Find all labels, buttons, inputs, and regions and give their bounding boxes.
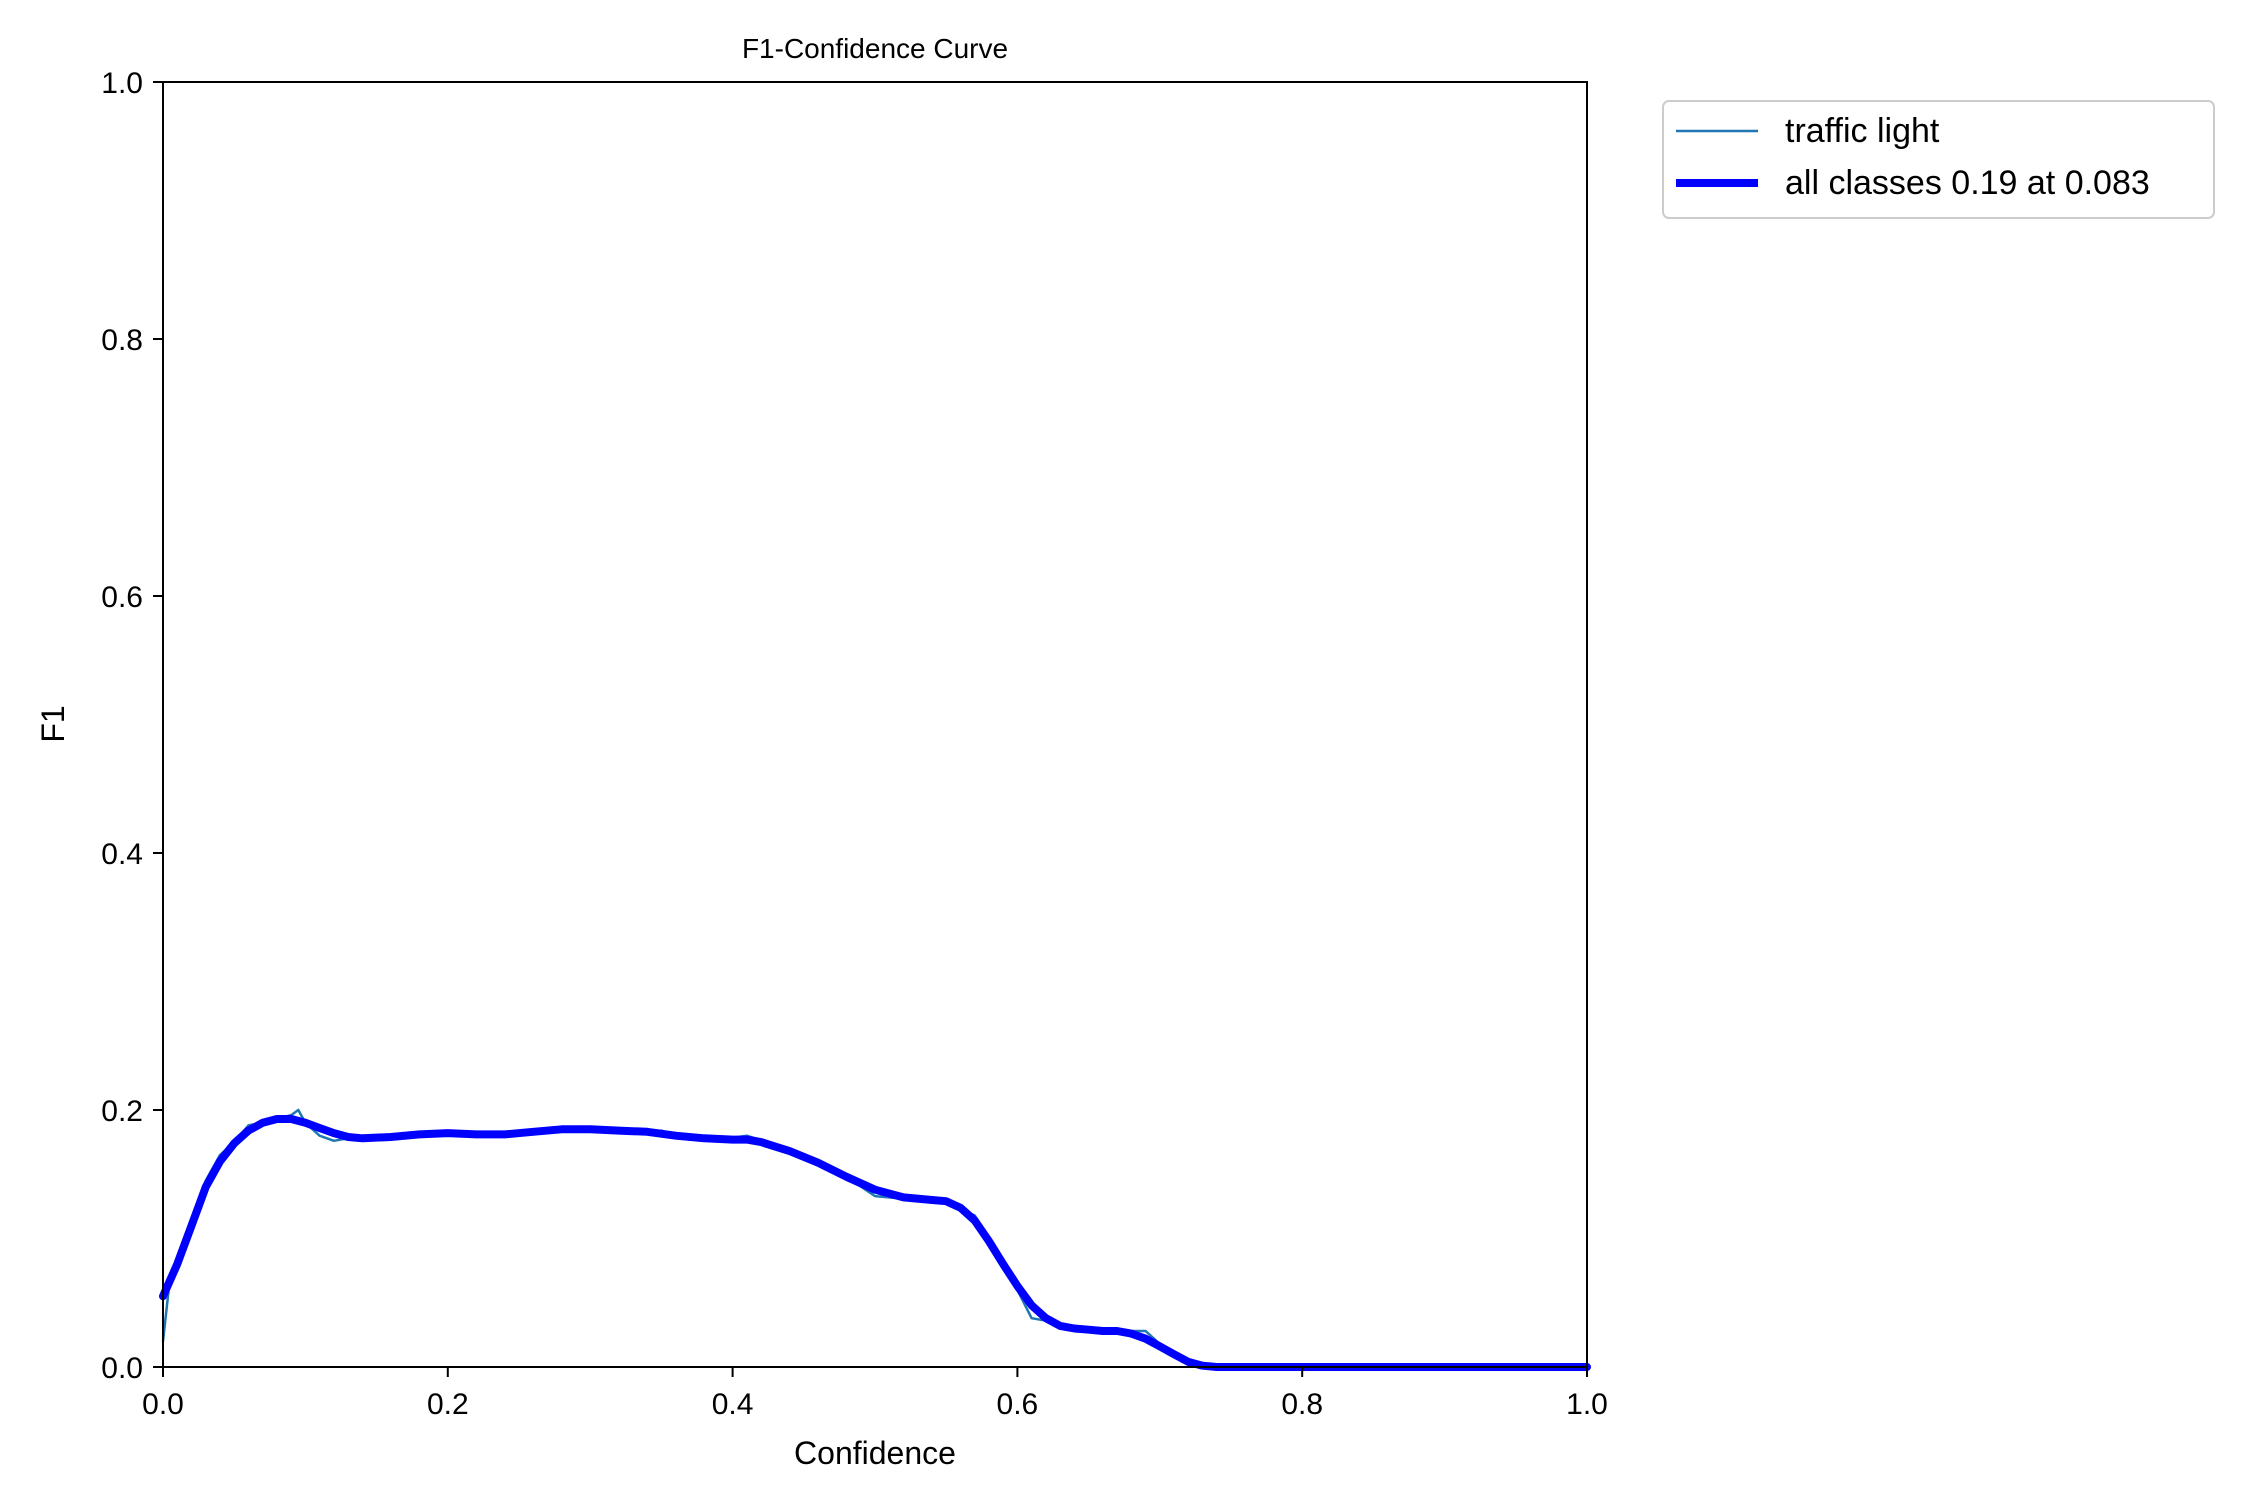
y-tick-label: 0.4 [101, 838, 143, 871]
chart-title: F1-Confidence Curve [742, 33, 1008, 64]
x-tick-label: 0.6 [997, 1388, 1039, 1421]
x-tick-label: 0.8 [1281, 1388, 1323, 1421]
x-axis-title: Confidence [794, 1435, 956, 1471]
y-axis: 0.0 0.2 0.4 0.6 0.8 1.0 [101, 67, 163, 1385]
x-tick-label: 1.0 [1566, 1388, 1608, 1421]
legend-label-traffic-light: traffic light [1785, 112, 1940, 150]
x-tick-label: 0.2 [427, 1388, 469, 1421]
x-tick-label: 0.0 [142, 1388, 184, 1421]
y-tick-label: 0.6 [101, 581, 143, 614]
y-tick-label: 0.2 [101, 1095, 143, 1128]
legend-box [1662, 100, 2215, 219]
x-tick-label: 0.4 [712, 1388, 754, 1421]
y-tick-label: 1.0 [101, 67, 143, 100]
series-layer [159, 1108, 1591, 1371]
plot-area [159, 81, 1591, 1371]
plot-background [163, 82, 1587, 1367]
series-line-all-classes [159, 1115, 1591, 1371]
x-axis: 0.0 0.2 0.4 0.6 0.8 1.0 [142, 1367, 1608, 1421]
legend: traffic light all classes 0.19 at 0.083 [1662, 100, 2215, 219]
legend-label-all-classes: all classes 0.19 at 0.083 [1785, 164, 2150, 202]
y-axis-title: F1 [35, 705, 71, 742]
plot-frame [162, 81, 1588, 1368]
y-tick-label: 0.0 [101, 1352, 143, 1385]
y-tick-label: 0.8 [101, 324, 143, 357]
